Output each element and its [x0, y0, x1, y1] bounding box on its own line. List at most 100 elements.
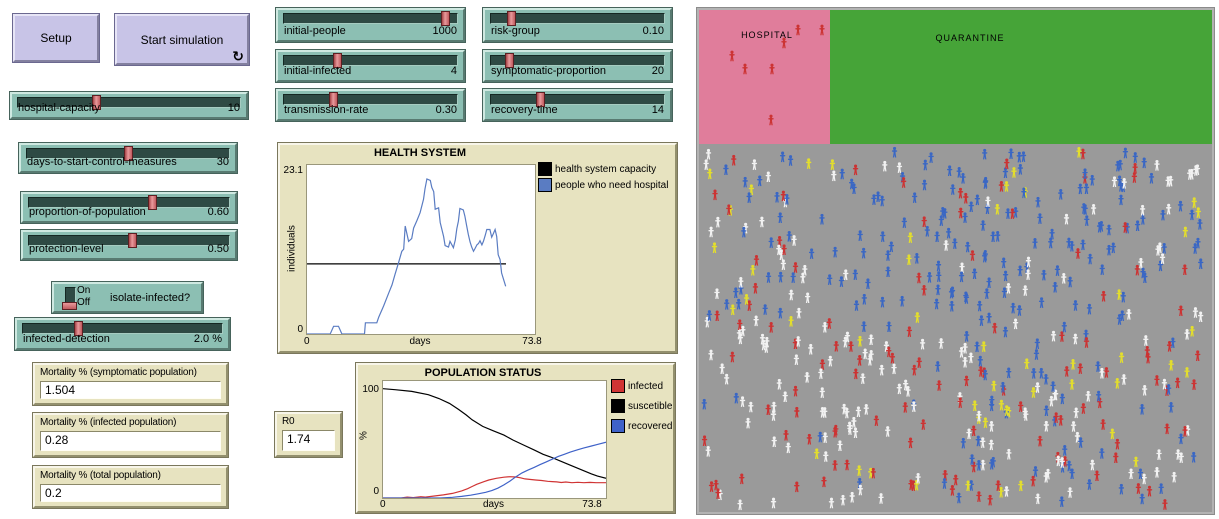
person-agent — [1001, 287, 1008, 298]
slider-label: recovery-time — [491, 104, 558, 116]
person-agent — [907, 437, 914, 449]
y-max-tick: 100 — [362, 384, 379, 395]
slider-handle[interactable] — [505, 53, 514, 68]
person-agent — [777, 271, 784, 283]
slider-initial-people[interactable]: initial-people 1000 — [276, 8, 465, 42]
slider-track[interactable] — [283, 13, 458, 24]
person-agent — [753, 255, 760, 266]
slider-initial-infected[interactable]: initial-infected 4 — [276, 50, 465, 82]
slider-track[interactable] — [283, 94, 458, 105]
slider-track[interactable] — [17, 97, 241, 108]
person-agent — [956, 167, 962, 178]
person-agent — [833, 340, 839, 352]
person-agent — [1070, 421, 1077, 432]
monitor-mortality-symptomatic: Mortality % (symptomatic population) 1.5… — [33, 363, 228, 405]
slider-value: 0.30 — [435, 104, 457, 116]
plot-canvas — [306, 164, 536, 335]
person-agent — [729, 50, 735, 62]
slider-track[interactable] — [22, 323, 223, 334]
person-agent — [705, 148, 712, 160]
slider-track[interactable] — [490, 13, 665, 24]
person-agent — [1114, 438, 1121, 450]
slider-recovery-time[interactable]: recovery-time 14 — [483, 89, 672, 121]
slider-handle[interactable] — [441, 11, 450, 26]
slider-handle[interactable] — [333, 53, 342, 68]
slider-handle[interactable] — [507, 11, 516, 26]
person-agent — [1077, 183, 1083, 195]
person-agent — [1168, 360, 1174, 371]
person-agent — [959, 262, 965, 274]
slider-track[interactable] — [283, 55, 458, 66]
slider-handle[interactable] — [124, 146, 133, 161]
person-agent — [1061, 272, 1067, 284]
slider-proportion-of-population[interactable]: proportion-of-population 0.60 — [21, 192, 237, 223]
person-agent — [960, 437, 966, 449]
person-agent — [752, 282, 759, 294]
person-agent — [1164, 423, 1170, 435]
slider-handle[interactable] — [148, 195, 157, 210]
person-agent — [1006, 367, 1012, 379]
person-agent — [832, 246, 838, 258]
monitor-label: Mortality % (infected population) — [40, 417, 177, 428]
slider-risk-group[interactable]: risk-group 0.10 — [483, 8, 672, 42]
person-agent — [768, 114, 774, 126]
person-agent — [1067, 276, 1073, 288]
person-agent — [988, 420, 995, 432]
person-agent — [839, 168, 845, 180]
person-agent — [777, 307, 784, 319]
person-agent — [814, 448, 820, 460]
slider-symptomatic-proportion[interactable]: symptomatic-proportion 20 — [483, 50, 672, 82]
monitor-value: 1.504 — [40, 381, 221, 399]
person-agent — [901, 217, 908, 228]
slider-handle[interactable] — [74, 321, 83, 336]
person-agent — [765, 404, 771, 415]
switch-isolate-infected[interactable]: On Off isolate-infected? — [52, 282, 203, 313]
person-agent — [856, 465, 862, 476]
slider-track[interactable] — [490, 55, 665, 66]
slider-handle[interactable] — [329, 92, 338, 107]
slider-hospital-capacity[interactable]: hospital-capacity 10 — [10, 92, 248, 119]
person-agent — [971, 268, 978, 279]
monitor-mortality-infected: Mortality % (infected population) 0.28 — [33, 413, 228, 457]
person-agent — [920, 419, 926, 430]
person-agent — [840, 494, 846, 506]
person-agent — [998, 399, 1005, 411]
person-agent — [759, 216, 765, 228]
person-agent — [990, 231, 996, 242]
person-agent — [1095, 361, 1101, 372]
person-agent — [806, 158, 812, 169]
person-agent — [1054, 265, 1061, 276]
person-agent — [1085, 390, 1091, 402]
person-agent — [1132, 163, 1138, 174]
person-agent — [1090, 203, 1097, 215]
person-agent — [975, 435, 981, 447]
slider-handle[interactable] — [128, 233, 137, 248]
person-agent — [1174, 377, 1181, 389]
person-agent — [1080, 148, 1086, 160]
slider-value: 0.60 — [207, 206, 229, 218]
setup-button[interactable]: Setup — [13, 14, 99, 62]
person-agent — [785, 442, 791, 454]
slider-days-to-start-control-measures[interactable]: days-to-start-control-measures 30 — [19, 143, 237, 173]
person-agent — [1154, 467, 1160, 478]
slider-transmission-rate[interactable]: transmission-rate 0.30 — [276, 89, 465, 121]
person-agent — [1160, 209, 1166, 221]
slider-infected-detection[interactable]: infected-detection 2.0 % — [15, 318, 230, 350]
person-agent — [701, 398, 707, 410]
slider-protection-level[interactable]: protection-level 0.50 — [21, 230, 237, 260]
person-agent — [750, 264, 756, 276]
person-agent — [1020, 151, 1027, 162]
person-agent — [708, 481, 715, 492]
switch-handle[interactable] — [62, 302, 77, 310]
slider-handle[interactable] — [536, 92, 545, 107]
person-agent — [962, 212, 968, 223]
person-agent — [1012, 318, 1019, 330]
person-agent — [1134, 264, 1140, 276]
person-agent — [1195, 350, 1201, 361]
start-simulation-button[interactable]: Start simulation ↻ — [115, 14, 249, 65]
slider-track[interactable] — [28, 197, 230, 208]
person-agent — [1063, 213, 1070, 225]
person-agent — [1059, 393, 1066, 405]
slider-track[interactable] — [490, 94, 665, 105]
slider-handle[interactable] — [92, 95, 101, 110]
